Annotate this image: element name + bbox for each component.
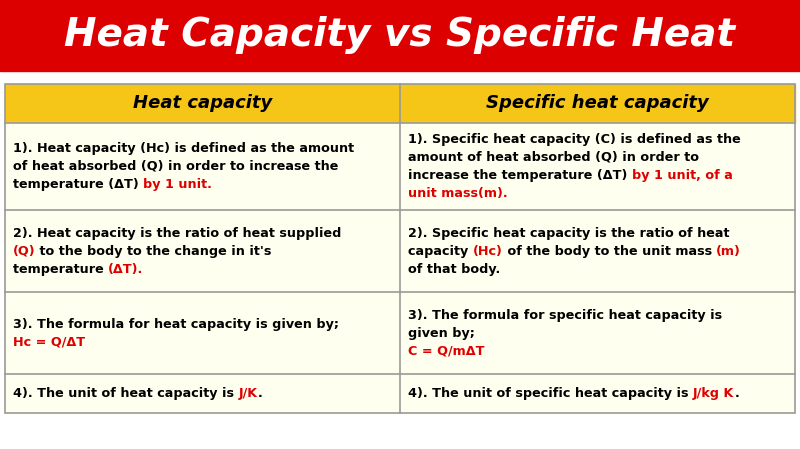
Text: .: . (734, 387, 739, 400)
Text: Heat Capacity vs Specific Heat: Heat Capacity vs Specific Heat (65, 17, 735, 54)
Bar (400, 210, 795, 292)
Text: 2). Heat capacity is the ratio of heat supplied: 2). Heat capacity is the ratio of heat s… (13, 227, 341, 240)
Text: by 1 unit.: by 1 unit. (143, 178, 212, 191)
Text: Specific heat capacity: Specific heat capacity (486, 94, 709, 113)
Bar (5, 210, 400, 292)
Text: Heat capacity: Heat capacity (133, 94, 272, 113)
Text: (Hc): (Hc) (473, 245, 502, 258)
Text: 4). The unit of heat capacity is: 4). The unit of heat capacity is (13, 387, 238, 400)
Text: 3). The formula for heat capacity is given by;: 3). The formula for heat capacity is giv… (13, 318, 339, 331)
Bar (0, 0, 800, 71)
Text: temperature: temperature (13, 263, 108, 276)
Text: of that body.: of that body. (408, 263, 500, 276)
Text: 1). Heat capacity (Hc) is defined as the amount: 1). Heat capacity (Hc) is defined as the… (13, 142, 354, 155)
Bar (5, 84, 795, 413)
Bar (5, 123, 400, 210)
Text: temperature (ΔT): temperature (ΔT) (13, 178, 143, 191)
Text: increase the temperature (ΔT): increase the temperature (ΔT) (408, 169, 632, 182)
Text: by 1 unit, of a: by 1 unit, of a (632, 169, 733, 182)
Text: (ΔT).: (ΔT). (108, 263, 143, 276)
Bar (5, 292, 400, 374)
Bar (400, 84, 795, 123)
Bar (400, 292, 795, 374)
Text: J/kg K: J/kg K (693, 387, 734, 400)
Bar (400, 374, 795, 413)
Text: amount of heat absorbed (Q) in order to: amount of heat absorbed (Q) in order to (408, 151, 699, 164)
Text: C = Q/mΔT: C = Q/mΔT (408, 345, 485, 358)
Text: 2). Specific heat capacity is the ratio of heat: 2). Specific heat capacity is the ratio … (408, 227, 730, 240)
Text: 3). The formula for specific heat capacity is: 3). The formula for specific heat capaci… (408, 309, 722, 322)
Text: unit mass(m).: unit mass(m). (408, 187, 508, 200)
Bar (5, 84, 400, 123)
Text: of the body to the unit mass: of the body to the unit mass (502, 245, 716, 258)
Text: 4). The unit of specific heat capacity is: 4). The unit of specific heat capacity i… (408, 387, 693, 400)
Text: capacity: capacity (408, 245, 473, 258)
Text: to the body to the change in it's: to the body to the change in it's (35, 245, 272, 258)
Text: of heat absorbed (Q) in order to increase the: of heat absorbed (Q) in order to increas… (13, 160, 338, 173)
Text: 1). Specific heat capacity (C) is defined as the: 1). Specific heat capacity (C) is define… (408, 133, 741, 146)
Text: .: . (258, 387, 262, 400)
Bar (5, 374, 400, 413)
Text: Hc = Q/ΔT: Hc = Q/ΔT (13, 336, 85, 349)
Text: (Q): (Q) (13, 245, 35, 258)
Text: (m): (m) (716, 245, 741, 258)
Bar (400, 123, 795, 210)
Text: given by;: given by; (408, 327, 475, 340)
Text: J/K: J/K (238, 387, 258, 400)
